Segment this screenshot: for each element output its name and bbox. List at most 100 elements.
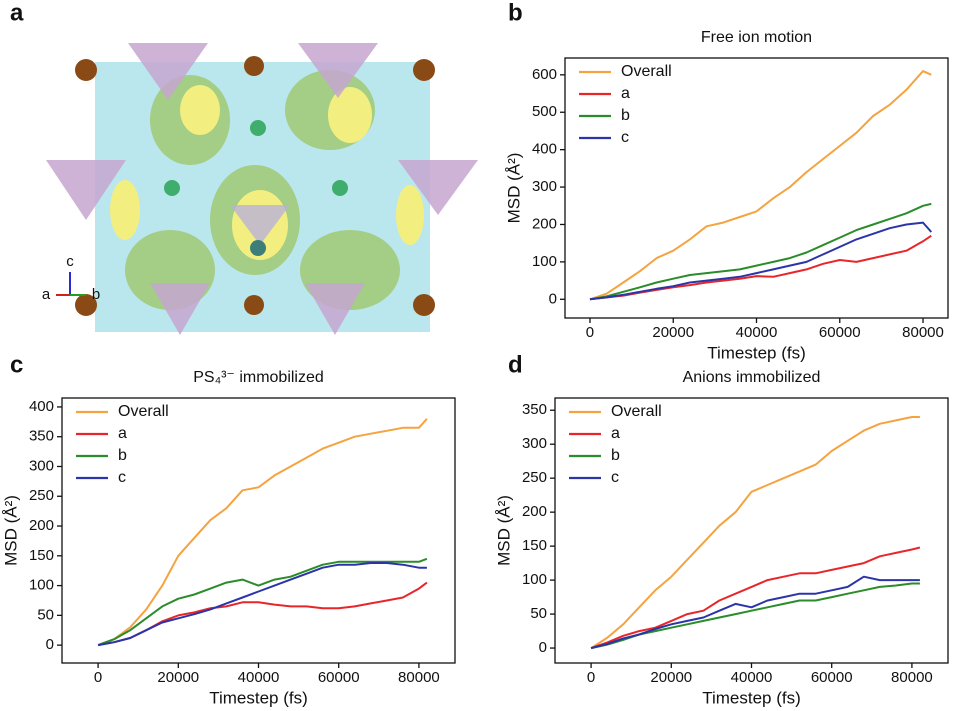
x-tick-label: 60000 <box>318 669 360 686</box>
plot-frame <box>564 57 949 319</box>
x-tick-label: 80000 <box>891 669 933 686</box>
x-tick-label: 20000 <box>650 669 692 686</box>
y-tick-label: 150 <box>522 537 547 554</box>
tetrahedron <box>128 43 208 100</box>
y-tick-label: 500 <box>532 103 557 120</box>
tetrahedron <box>150 283 210 335</box>
crystal-structure: c a b <box>42 43 478 335</box>
series-line <box>589 221 933 301</box>
y-tick-label: 150 <box>29 547 54 564</box>
legend-label: a <box>611 425 620 442</box>
x-tick-label: 60000 <box>811 669 853 686</box>
x-tick-label: 80000 <box>398 669 440 686</box>
legend-label: b <box>621 107 630 124</box>
y-tick-label: 0 <box>46 636 54 653</box>
yellow-surface <box>180 85 220 135</box>
x-tick-label: 0 <box>586 324 594 341</box>
series-line <box>589 70 932 301</box>
series-line <box>589 202 932 301</box>
y-tick-label: 300 <box>522 435 547 452</box>
y-tick-label: 200 <box>522 503 547 520</box>
atom <box>164 180 180 196</box>
x-tick-label: 80000 <box>902 324 944 341</box>
y-tick-label: 50 <box>37 606 54 623</box>
y-tick-label: 0 <box>549 290 557 307</box>
y-tick-label: 100 <box>532 253 557 270</box>
x-axis-label: Timestep (fs) <box>702 688 801 707</box>
y-tick-label: 350 <box>29 428 54 445</box>
yellow-surface <box>328 87 372 143</box>
x-axis-label: Timestep (fs) <box>209 688 308 707</box>
series-line <box>590 582 920 650</box>
atom <box>244 295 264 315</box>
series-line <box>97 557 428 647</box>
y-tick-label: 0 <box>539 639 547 656</box>
tetrahedron <box>230 205 290 245</box>
legend-label: c <box>118 469 126 486</box>
y-axis-label: MSD (Å²) <box>494 495 513 566</box>
panel-label: c <box>10 351 23 378</box>
series-line <box>590 546 921 650</box>
legend-label: c <box>611 469 619 486</box>
series-line <box>590 416 920 649</box>
plot-frame <box>554 397 949 664</box>
legend-label: a <box>118 425 127 442</box>
y-tick-label: 100 <box>29 577 54 594</box>
yellow-surface <box>110 180 140 240</box>
series-line <box>97 562 427 647</box>
y-axis-label: MSD (Å²) <box>504 153 523 224</box>
yellow-surface <box>396 185 424 245</box>
y-tick-label: 50 <box>530 605 547 622</box>
tetrahedron <box>46 160 126 220</box>
axis-label-c: c <box>66 253 74 270</box>
panel-label: b <box>508 0 523 26</box>
legend-label: Overall <box>621 63 672 80</box>
atom <box>244 56 264 76</box>
legend-label: a <box>621 85 630 102</box>
series-line <box>97 418 428 647</box>
series-line <box>589 234 932 301</box>
series-line <box>97 581 428 647</box>
y-tick-label: 400 <box>532 141 557 158</box>
legend-label: Overall <box>611 403 662 420</box>
x-tick-label: 40000 <box>238 669 280 686</box>
plot-frame <box>61 397 456 664</box>
chart-title: PS₄³⁻ immobilized <box>193 369 324 386</box>
legend-label: Overall <box>118 403 169 420</box>
y-tick-label: 300 <box>532 178 557 195</box>
legend-label: b <box>611 447 620 464</box>
x-tick-label: 20000 <box>652 324 694 341</box>
legend-label: c <box>621 129 629 146</box>
chart-title: Free ion motion <box>701 29 812 46</box>
y-tick-label: 300 <box>29 457 54 474</box>
atom <box>75 294 97 316</box>
tetrahedron <box>298 43 378 98</box>
atom <box>75 59 97 81</box>
atom <box>250 120 266 136</box>
x-tick-label: 40000 <box>736 324 778 341</box>
y-tick-label: 400 <box>29 398 54 415</box>
axis-label-a: a <box>42 286 51 303</box>
x-tick-label: 0 <box>94 669 102 686</box>
legend-label: b <box>118 447 127 464</box>
y-tick-label: 250 <box>29 487 54 504</box>
panel-label: a <box>10 0 24 26</box>
y-tick-label: 200 <box>532 215 557 232</box>
atom <box>413 294 435 316</box>
y-tick-label: 600 <box>532 66 557 83</box>
x-tick-label: 20000 <box>157 669 199 686</box>
x-tick-label: 0 <box>587 669 595 686</box>
x-tick-label: 40000 <box>731 669 773 686</box>
atom <box>332 180 348 196</box>
panel-label: d <box>508 351 523 378</box>
series-line <box>590 575 920 650</box>
x-axis-label: Timestep (fs) <box>707 343 806 362</box>
y-tick-label: 350 <box>522 401 547 418</box>
chart-title: Anions immobilized <box>683 369 821 386</box>
y-tick-label: 250 <box>522 469 547 486</box>
y-tick-label: 200 <box>29 517 54 534</box>
axis-label-b: b <box>92 286 100 303</box>
tetrahedron <box>305 283 365 335</box>
x-tick-label: 60000 <box>819 324 861 341</box>
